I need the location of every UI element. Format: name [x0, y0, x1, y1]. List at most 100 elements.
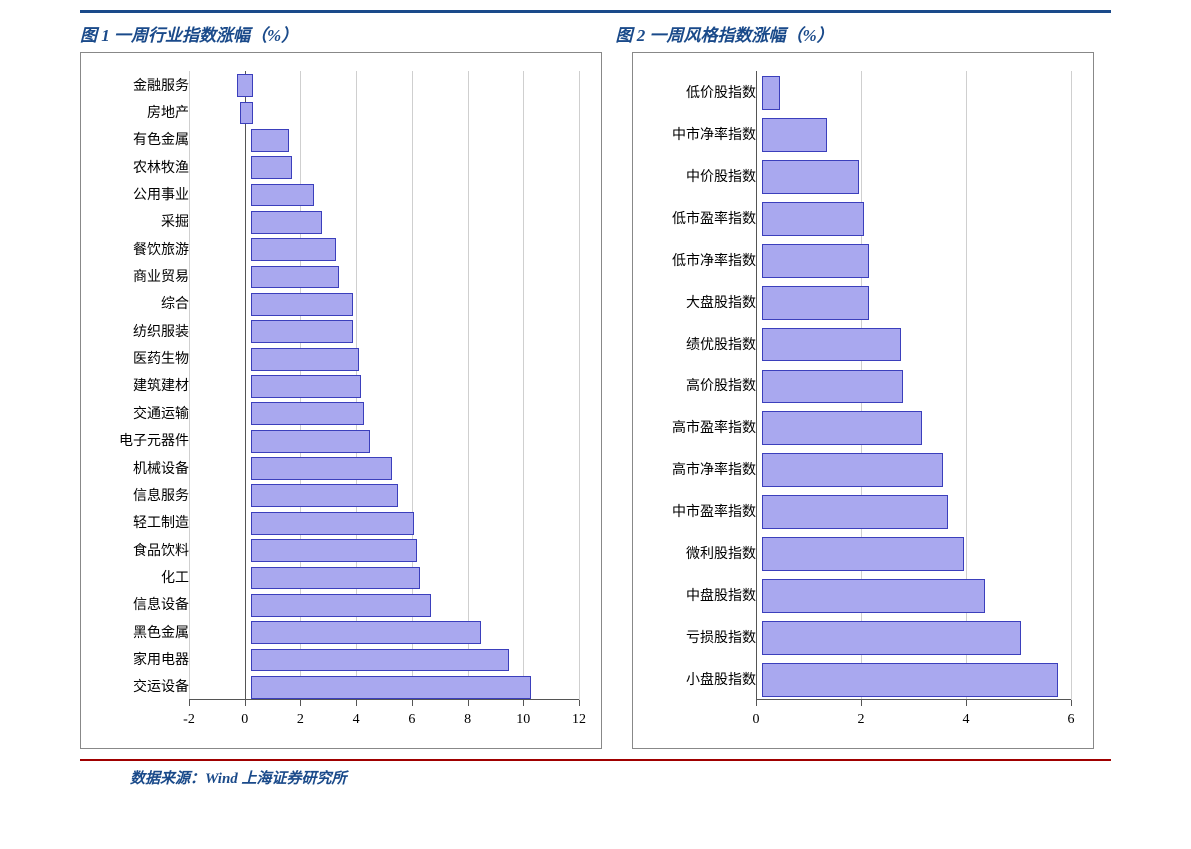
bar-label: 金融服务 — [89, 75, 195, 95]
bar — [251, 676, 532, 699]
x-tickmark — [579, 700, 580, 706]
bar-label: 低市净率指数 — [641, 250, 762, 270]
bar-track — [762, 155, 1071, 197]
bar — [251, 211, 323, 234]
bar-label: 低市盈率指数 — [641, 208, 762, 228]
bar-row: 交通运输 — [89, 399, 579, 426]
bar — [762, 621, 1021, 655]
bar — [251, 156, 292, 179]
bar-label: 信息服务 — [89, 485, 195, 505]
bar-label: 小盘股指数 — [641, 669, 762, 689]
x-tickmark — [523, 700, 524, 706]
bar-track — [195, 180, 579, 207]
chart2-panel: 0 2 4 6 低价股指数中市净率指数中价股指数低市盈率指数低市净率指数大盘股指数绩优股… — [632, 52, 1094, 749]
bar-row: 建筑建材 — [89, 372, 579, 399]
bar — [762, 453, 943, 487]
bar-label: 轻工制造 — [89, 512, 195, 532]
bar-row: 低价股指数 — [641, 71, 1071, 113]
bar-label: 综合 — [89, 293, 195, 313]
bar — [251, 320, 353, 343]
bar-row: 高市盈率指数 — [641, 406, 1071, 448]
bar-row: 低市净率指数 — [641, 239, 1071, 281]
bar — [251, 402, 364, 425]
bar-label: 高市净率指数 — [641, 459, 762, 479]
bar-row: 食品饮料 — [89, 536, 579, 563]
bar — [251, 649, 509, 672]
bar-label: 大盘股指数 — [641, 292, 762, 312]
bar — [762, 244, 869, 278]
x-tick-label: 2 — [297, 712, 304, 728]
bar-row: 高价股指数 — [641, 365, 1071, 407]
bar-label: 餐饮旅游 — [89, 239, 195, 259]
bar — [762, 160, 859, 194]
bar-track — [195, 126, 579, 153]
bar-row: 中市盈率指数 — [641, 490, 1071, 532]
bar-row: 纺织服装 — [89, 317, 579, 344]
bar-track — [195, 454, 579, 481]
bar-track — [762, 365, 1071, 407]
bar-track — [195, 563, 579, 590]
x-tick-label: -2 — [183, 712, 195, 728]
bar — [762, 76, 780, 110]
bar — [762, 286, 869, 320]
bar-track — [195, 235, 579, 262]
bar-track — [195, 536, 579, 563]
x-tick-label: 8 — [464, 712, 471, 728]
bar-track — [762, 323, 1071, 365]
bar-row: 房地产 — [89, 98, 579, 125]
bar-label: 农林牧渔 — [89, 157, 195, 177]
bar-track — [195, 645, 579, 672]
bar — [762, 328, 901, 362]
bar — [251, 457, 392, 480]
bar-row: 公用事业 — [89, 180, 579, 207]
bar-label: 高价股指数 — [641, 375, 762, 395]
bar-track — [762, 532, 1071, 574]
bar-label: 电子元器件 — [89, 430, 195, 450]
bar-row: 信息服务 — [89, 481, 579, 508]
bar-row: 黑色金属 — [89, 618, 579, 645]
bar — [240, 102, 253, 125]
bar-row: 小盘股指数 — [641, 658, 1071, 700]
bar-track — [195, 290, 579, 317]
x-tickmark — [1071, 700, 1072, 706]
x-tick-label: 0 — [753, 712, 760, 728]
x-tick-label: 4 — [963, 712, 970, 728]
gridline — [1071, 71, 1072, 700]
bar-track — [762, 113, 1071, 155]
bar-label: 绩优股指数 — [641, 334, 762, 354]
x-tick-label: 2 — [858, 712, 865, 728]
bar — [251, 184, 314, 207]
bar-track — [195, 372, 579, 399]
bar-row: 家用电器 — [89, 645, 579, 672]
bar-row: 大盘股指数 — [641, 281, 1071, 323]
bar-label: 中价股指数 — [641, 166, 762, 186]
bar — [251, 484, 398, 507]
bar-row: 轻工制造 — [89, 509, 579, 536]
bar-label: 高市盈率指数 — [641, 417, 762, 437]
bar — [762, 663, 1058, 697]
bar-track — [195, 673, 579, 700]
bar-track — [195, 153, 579, 180]
x-tick-label: 4 — [353, 712, 360, 728]
bar — [251, 430, 370, 453]
bar — [762, 579, 985, 613]
bar-row: 采掘 — [89, 208, 579, 235]
x-tick-label: 6 — [1068, 712, 1075, 728]
charts-row: -2024681012金融服务房地产有色金属农林牧渔公用事业采掘餐饮旅游商业贸易… — [80, 52, 1111, 749]
bar-row: 综合 — [89, 290, 579, 317]
gridline — [579, 71, 580, 700]
bar-track — [762, 281, 1071, 323]
bar-label: 中市净率指数 — [641, 124, 762, 144]
bar-track — [195, 618, 579, 645]
x-tick-label: 12 — [572, 712, 586, 728]
bar — [762, 411, 922, 445]
bar-label: 中市盈率指数 — [641, 501, 762, 521]
bar — [762, 537, 964, 571]
bar-row: 电子元器件 — [89, 427, 579, 454]
bar-row: 绩优股指数 — [641, 323, 1071, 365]
bar-track — [195, 481, 579, 508]
bar-row: 低市盈率指数 — [641, 197, 1071, 239]
bar-row: 有色金属 — [89, 126, 579, 153]
bar-label: 公用事业 — [89, 184, 195, 204]
chart2-title: 图 2 一周风格指数涨幅（%） — [616, 21, 1112, 46]
